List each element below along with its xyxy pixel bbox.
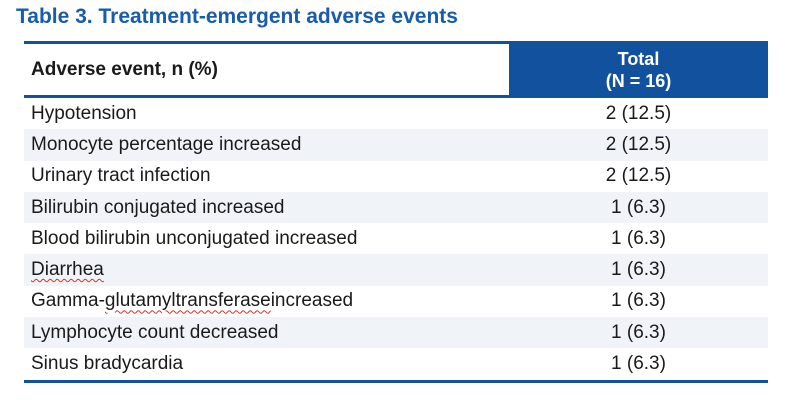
table-body: Hypotension 2 (12.5) Monocyte percentage i… — [24, 98, 768, 380]
count-cell: 1 (6.3) — [611, 353, 666, 375]
adverse-event-cell: Sinus bradycardia — [31, 353, 184, 375]
adverse-events-table: Adverse event, n (%) Total (N = 16) Hypo… — [24, 41, 768, 383]
table-row: Gamma-glutamyltransferase increased 1 (6.… — [24, 285, 768, 318]
count-cell: 1 (6.3) — [611, 196, 666, 218]
table-row: Sinus bradycardia 1 (6.3) — [24, 348, 768, 380]
count-cell: 1 (6.3) — [611, 259, 666, 281]
adverse-event-cell: Lymphocyte count decreased — [31, 321, 279, 343]
table-row: Bilirubin conjugated increased 1 (6.3) — [24, 191, 768, 224]
table-header-bottom-rule — [24, 95, 768, 98]
table-header-row: Adverse event, n (%) Total (N = 16) — [24, 44, 768, 95]
header-total-line2: (N = 16) — [605, 70, 672, 91]
table-row: Monocyte percentage increased 2 (12.5) — [24, 129, 768, 161]
table-row: Blood bilirubin unconjugated increased 1 … — [24, 223, 768, 255]
table-row: Urinary tract infection 2 (12.5) — [24, 160, 768, 192]
adverse-event-cell: Hypotension — [31, 102, 137, 124]
table-title: Table 3. Treatment-emergent adverse even… — [16, 5, 458, 28]
count-cell: 2 (12.5) — [605, 165, 672, 187]
adverse-event-cell: Gamma-glutamyltransferase increased — [31, 290, 354, 312]
table-row: Lymphocyte count decreased 1 (6.3) — [24, 317, 768, 349]
spellcheck-underline: Diarrhea — [31, 259, 104, 281]
adverse-event-cell: Urinary tract infection — [31, 165, 211, 187]
header-total: Total (N = 16) — [509, 44, 768, 95]
table-row: Hypotension 2 (12.5) — [24, 98, 768, 130]
count-cell: 2 (12.5) — [605, 102, 672, 124]
count-cell: 1 (6.3) — [611, 227, 666, 249]
count-cell: 1 (6.3) — [611, 321, 666, 343]
count-cell: 2 (12.5) — [605, 133, 672, 155]
header-adverse-event: Adverse event, n (%) — [24, 44, 509, 95]
table-top-rule — [24, 41, 768, 44]
header-total-line1: Total — [617, 48, 660, 69]
spellcheck-underline: glutamyltransferase — [104, 290, 271, 312]
table-bottom-rule — [24, 379, 768, 383]
adverse-event-cell: Monocyte percentage increased — [31, 133, 302, 155]
adverse-event-cell: Blood bilirubin unconjugated increased — [31, 227, 358, 249]
count-cell: 1 (6.3) — [611, 290, 666, 312]
adverse-event-cell: Bilirubin conjugated increased — [31, 196, 285, 218]
table-row: Diarrhea 1 (6.3) — [24, 254, 768, 286]
adverse-event-cell: Diarrhea — [24, 254, 509, 285]
